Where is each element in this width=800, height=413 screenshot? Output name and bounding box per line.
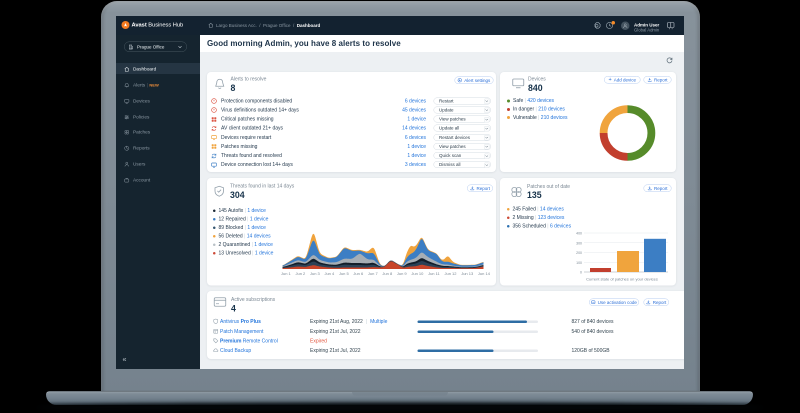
svg-text:400: 400 bbox=[576, 232, 582, 236]
svg-text:300: 300 bbox=[576, 241, 582, 245]
svg-text:0: 0 bbox=[580, 271, 582, 275]
svg-text:100: 100 bbox=[576, 261, 582, 265]
svg-text:200: 200 bbox=[576, 251, 582, 255]
